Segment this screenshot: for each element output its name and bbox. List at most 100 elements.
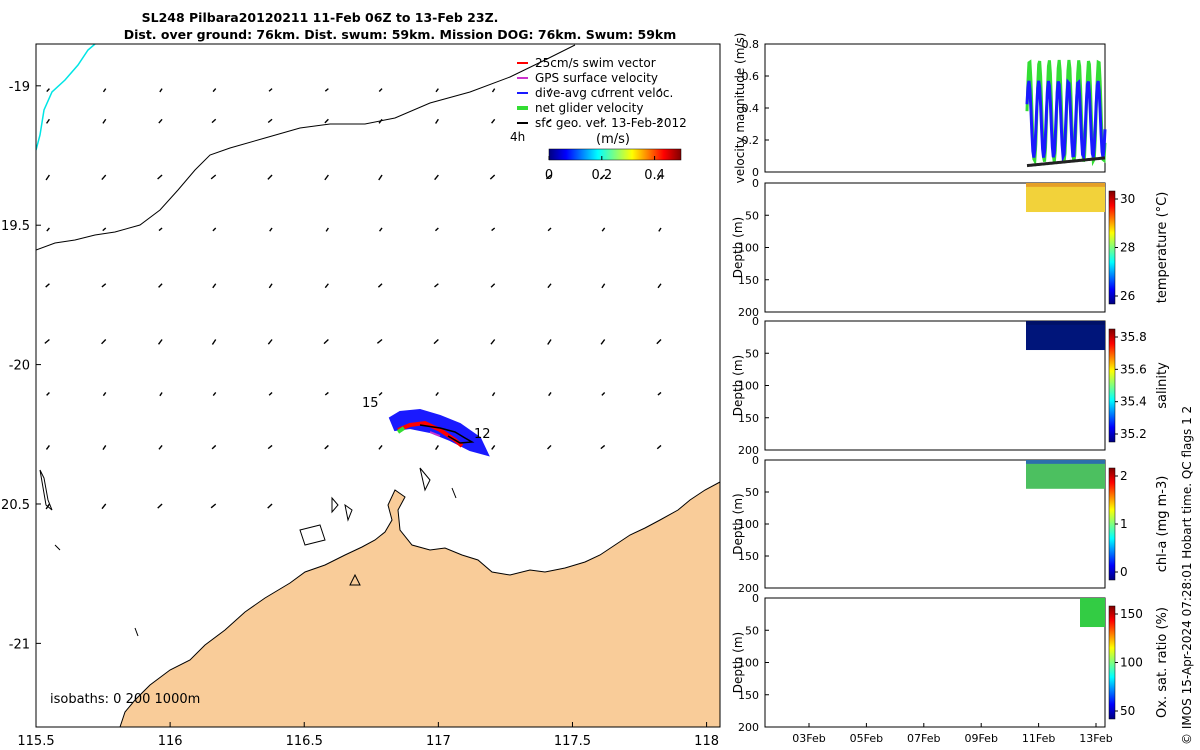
colorbar-tick-label: 28 xyxy=(1120,241,1135,255)
salinity-surface-layer xyxy=(1026,321,1105,325)
surface-vector xyxy=(378,391,383,396)
surface-vector xyxy=(599,174,606,180)
chla-colorbar-label: chl-a (mg m-3) xyxy=(1155,476,1170,573)
surface-vector xyxy=(490,283,496,288)
depth-tick-label: 100 xyxy=(738,518,759,531)
velocity-tick-label: 0.6 xyxy=(742,70,760,83)
date-tick-label: 09Feb xyxy=(964,732,997,745)
surface-vector xyxy=(101,174,107,181)
date-tick-label: 07Feb xyxy=(907,732,940,745)
depth-ylabel: Depth (m) xyxy=(731,217,745,278)
temperature-data-block xyxy=(1026,183,1105,213)
surface-vector xyxy=(547,227,552,232)
depth-tick-label: 50 xyxy=(745,624,759,637)
colorbar-tick-label: 50 xyxy=(1120,704,1135,718)
islands xyxy=(39,467,457,637)
depth-tick-label: 50 xyxy=(745,209,759,222)
surface-vector xyxy=(46,88,50,93)
surface-vector xyxy=(267,174,273,180)
oxygen-colorbar xyxy=(1108,605,1116,720)
colorbar-tick-label: 0.4 xyxy=(644,168,665,183)
surface-vector xyxy=(600,118,606,123)
surface-vector xyxy=(491,118,496,124)
surface-vector xyxy=(325,227,329,232)
glider-path xyxy=(419,424,475,444)
surface-vector xyxy=(102,88,107,93)
surface-vector xyxy=(658,227,662,232)
colorbar-tick-label: 0 xyxy=(1120,565,1128,579)
temperature-surface-layer xyxy=(1026,183,1105,187)
surface-vector xyxy=(267,503,273,509)
surface-vector xyxy=(491,88,496,93)
surface-vector xyxy=(600,339,606,345)
map-y-tick-label: 19.5 xyxy=(1,219,30,234)
depth-tick-label: 200 xyxy=(738,306,759,319)
oxygen-data-block xyxy=(1080,598,1105,628)
surface-vector xyxy=(324,174,329,181)
depth-tick-label: 0 xyxy=(752,454,759,467)
surface-vector xyxy=(545,174,552,180)
land-mass xyxy=(119,481,720,727)
colorbar-tick-label: 150 xyxy=(1120,607,1143,621)
surface-vector xyxy=(434,283,439,288)
map-x-tick-label: 117.5 xyxy=(554,734,591,749)
map-x-tick-label: 118 xyxy=(694,734,719,749)
track-label-start: 15 xyxy=(362,396,379,411)
surface-vector xyxy=(158,445,163,450)
velocity-tick-label: 0.2 xyxy=(742,134,760,147)
surface-vector xyxy=(547,339,552,345)
date-axis: 03Feb 05Feb 07Feb 09Feb 11Feb 13Feb xyxy=(792,723,1113,745)
temperature-colorbar xyxy=(1108,190,1116,305)
surface-vector xyxy=(267,444,273,450)
surface-vector xyxy=(102,392,107,397)
surface-vector xyxy=(435,392,439,397)
deep-isobath xyxy=(36,44,576,251)
shelf-isobath xyxy=(36,44,96,151)
surface-vector xyxy=(601,88,606,92)
surface-vector xyxy=(324,391,329,396)
oxygen-frame xyxy=(764,597,1106,728)
salinity-colorbar xyxy=(1108,328,1116,443)
surface-vector xyxy=(157,339,163,345)
surface-vector xyxy=(212,392,217,397)
velocity-tick-label: 0.8 xyxy=(742,38,760,51)
map-x-axis: 115.5 116 116.5 117 117.5 118 xyxy=(17,722,719,749)
depth-tick-label: 200 xyxy=(738,444,759,457)
surface-vector xyxy=(434,227,439,232)
legend-entry: 25cm/s swim vector xyxy=(535,56,656,70)
surface-vector xyxy=(210,503,217,509)
surface-vector xyxy=(433,338,439,345)
glider-track xyxy=(388,408,490,457)
surface-vector xyxy=(601,391,606,396)
velocity-tick-label: 0.4 xyxy=(742,102,760,115)
surface-vector-field xyxy=(44,88,662,510)
salinity-colorbar-label: salinity xyxy=(1155,362,1170,409)
colorbar-tick-label: 100 xyxy=(1120,656,1143,670)
chart-title: SL248 Pilbara20120211 11-Feb 06Z to 13-F… xyxy=(141,10,499,25)
surface-vector xyxy=(159,88,163,93)
depth-tick-label: 100 xyxy=(738,657,759,670)
surface-vector xyxy=(601,227,606,232)
surface-vector xyxy=(377,283,383,288)
surface-vector xyxy=(211,444,217,450)
surface-vector xyxy=(102,118,107,124)
surface-vector xyxy=(45,503,50,510)
colorbar-tick-label: 1 xyxy=(1120,517,1128,531)
chla-colorbar xyxy=(1108,467,1116,581)
depth-ylabel: Depth (m) xyxy=(731,632,745,693)
surface-vector xyxy=(157,174,163,180)
chart-subtitle: Dist. over ground: 76km. Dist. swum: 59k… xyxy=(123,27,677,42)
surface-vector xyxy=(102,445,107,451)
surface-vector xyxy=(547,88,552,93)
depth-tick-label: 150 xyxy=(738,689,759,702)
legend-entry: net glider velocity xyxy=(535,101,643,115)
surface-vector xyxy=(490,339,496,345)
colorbar-tick-label: 0.2 xyxy=(591,168,612,183)
surface-vector xyxy=(46,391,50,396)
surface-vector xyxy=(547,444,552,450)
dive-avg-current-track xyxy=(388,408,490,457)
surface-vector xyxy=(157,503,163,509)
surface-vector xyxy=(435,118,439,124)
